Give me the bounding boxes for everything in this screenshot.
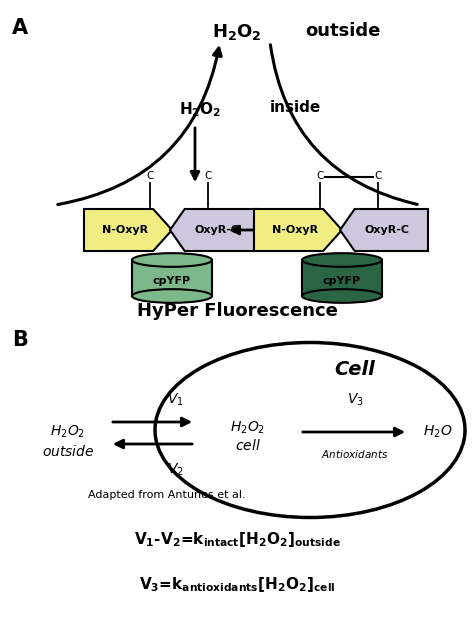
Text: $\mathit{H_2O}$: $\mathit{H_2O}$ [423,424,453,440]
Text: $\mathit{V_3}$: $\mathit{V_3}$ [346,392,364,408]
Text: $\mathit{H_2O_2}$: $\mathit{H_2O_2}$ [230,420,265,436]
Text: $\mathit{cell}$: $\mathit{cell}$ [235,438,261,454]
Polygon shape [254,209,342,251]
Text: inside: inside [270,100,321,115]
Text: C: C [146,171,154,181]
Text: $\mathbf{V_1}$-$\mathbf{V_2}$=$\mathbf{k}_{\mathbf{intact}}$$\mathbf{[H_2O_2]_{o: $\mathbf{V_1}$-$\mathbf{V_2}$=$\mathbf{k… [134,530,340,549]
Text: cpYFP: cpYFP [153,276,191,286]
FancyArrowPatch shape [58,48,221,204]
Text: OxyR-C: OxyR-C [194,225,239,235]
Text: $\mathbf{H_2O_2}$: $\mathbf{H_2O_2}$ [179,100,221,119]
Text: $\mathit{Antioxidants}$: $\mathit{Antioxidants}$ [321,448,389,460]
Text: Cell: Cell [335,360,375,379]
Polygon shape [340,209,428,251]
Polygon shape [84,209,172,251]
Text: cpYFP: cpYFP [323,276,361,286]
Text: B: B [12,330,28,350]
Text: C: C [316,171,324,181]
Text: outside: outside [305,22,380,40]
Polygon shape [170,209,258,251]
Text: $\mathbf{V_3}$=$\mathbf{k}_{\mathbf{antioxidants}}$$\mathbf{[H_2O_2]_{cell}}$: $\mathbf{V_3}$=$\mathbf{k}_{\mathbf{anti… [139,575,335,594]
Text: $\mathbf{H_2O_2}$: $\mathbf{H_2O_2}$ [212,22,262,42]
Text: $\mathit{outside}$: $\mathit{outside}$ [42,444,94,459]
Text: N-OxyR: N-OxyR [102,225,148,235]
Ellipse shape [132,289,212,303]
FancyArrowPatch shape [270,45,417,204]
Text: Adapted from Antunes et al.: Adapted from Antunes et al. [88,490,246,500]
Ellipse shape [302,289,382,303]
Text: $\mathit{H_2O_2}$: $\mathit{H_2O_2}$ [50,424,86,440]
Ellipse shape [132,253,212,267]
Text: A: A [12,18,28,38]
Text: C: C [204,171,212,181]
Ellipse shape [302,253,382,267]
Bar [132,260,212,296]
Text: $\mathit{V_2}$: $\mathit{V_2}$ [167,462,183,478]
Text: $\mathit{V_1}$: $\mathit{V_1}$ [167,392,183,408]
Text: C: C [374,171,382,181]
Text: OxyR-C: OxyR-C [365,225,410,235]
Bar [302,260,382,296]
Text: N-OxyR: N-OxyR [272,225,318,235]
Text: HyPer Fluorescence: HyPer Fluorescence [137,302,337,320]
